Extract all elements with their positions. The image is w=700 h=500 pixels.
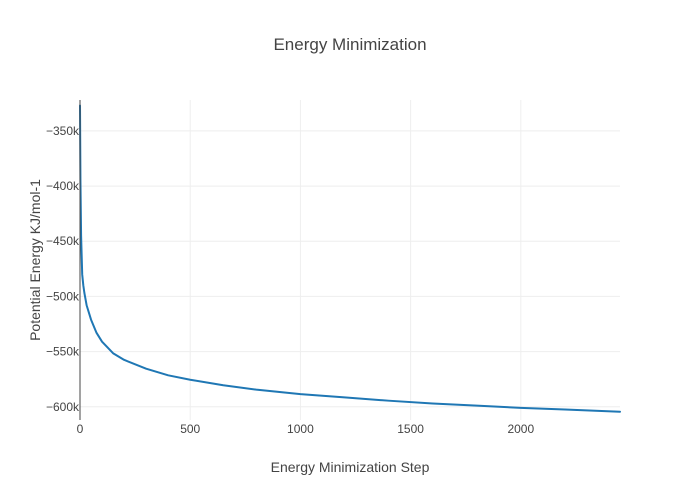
x-tick-label: 0: [77, 422, 84, 436]
y-axis-title: Potential Energy KJ/mol-1: [27, 179, 43, 341]
y-tick-label: −600k: [46, 400, 80, 414]
x-tick-label: 500: [180, 422, 200, 436]
y-tick-label: −500k: [46, 289, 80, 303]
y-tick-label: −350k: [46, 124, 80, 138]
label-layer: Energy Minimization Energy Minimization …: [27, 35, 534, 475]
x-tick-label: 1500: [397, 422, 424, 436]
grid-layer: [80, 100, 620, 420]
x-tick-label: 1000: [287, 422, 314, 436]
chart-title: Energy Minimization: [273, 35, 426, 54]
y-tick-label: −400k: [46, 179, 80, 193]
data-layer: [79, 104, 621, 413]
y-tick-label: −450k: [46, 234, 80, 248]
x-axis-title: Energy Minimization Step: [271, 459, 430, 475]
energy-series-line: [79, 104, 621, 413]
x-tick-label: 2000: [507, 422, 534, 436]
y-tick-label: −550k: [46, 345, 80, 359]
